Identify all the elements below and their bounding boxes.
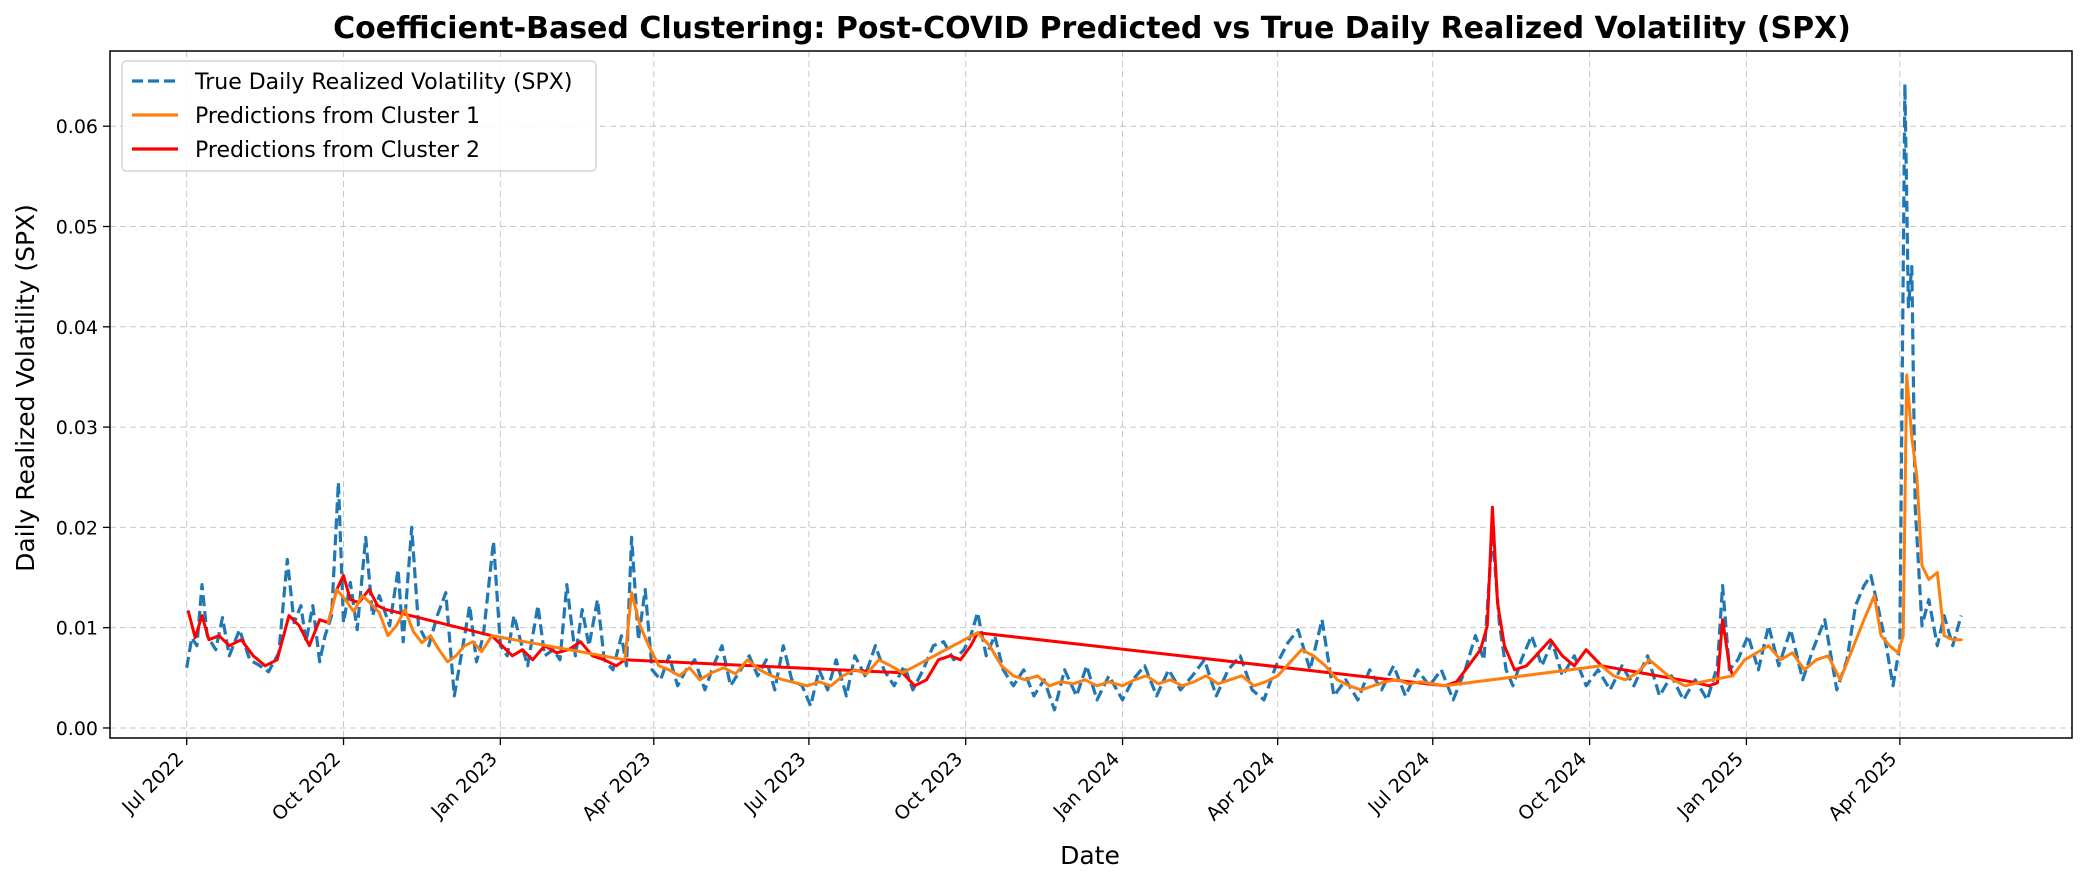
y-tick-label: 0.03: [56, 417, 98, 439]
x-axis-label: Date: [1060, 841, 1120, 870]
legend-label: Predictions from Cluster 1: [195, 104, 480, 129]
series-layer: [185, 82, 1963, 712]
y-tick-label: 0.02: [56, 517, 98, 539]
y-axis-label: Daily Realized Volatility (SPX): [11, 204, 40, 572]
y-tick-label: 0.00: [56, 718, 98, 740]
legend: True Daily Realized Volatility (SPX) Pred…: [121, 60, 597, 172]
chart-title: Coefficient-Based Clustering: Post-COVID…: [333, 11, 1851, 46]
series-line-3: [186, 505, 1735, 688]
legend-label: True Daily Realized Volatility (SPX): [194, 70, 572, 95]
plot-frame: [109, 50, 2073, 739]
y-tick-label: 0.05: [56, 217, 98, 239]
y-tick-label: 0.04: [56, 317, 98, 339]
y-tick-label: 0.06: [56, 116, 98, 138]
y-tick-label: 0.01: [56, 618, 98, 640]
y-axis: 0.00 0.01 0.02 0.03 0.04 0.05 0.06: [56, 116, 110, 740]
legend-label: Predictions from Cluster 2: [195, 138, 480, 163]
legend-box: [121, 60, 597, 172]
series-line-2: [326, 373, 1963, 692]
